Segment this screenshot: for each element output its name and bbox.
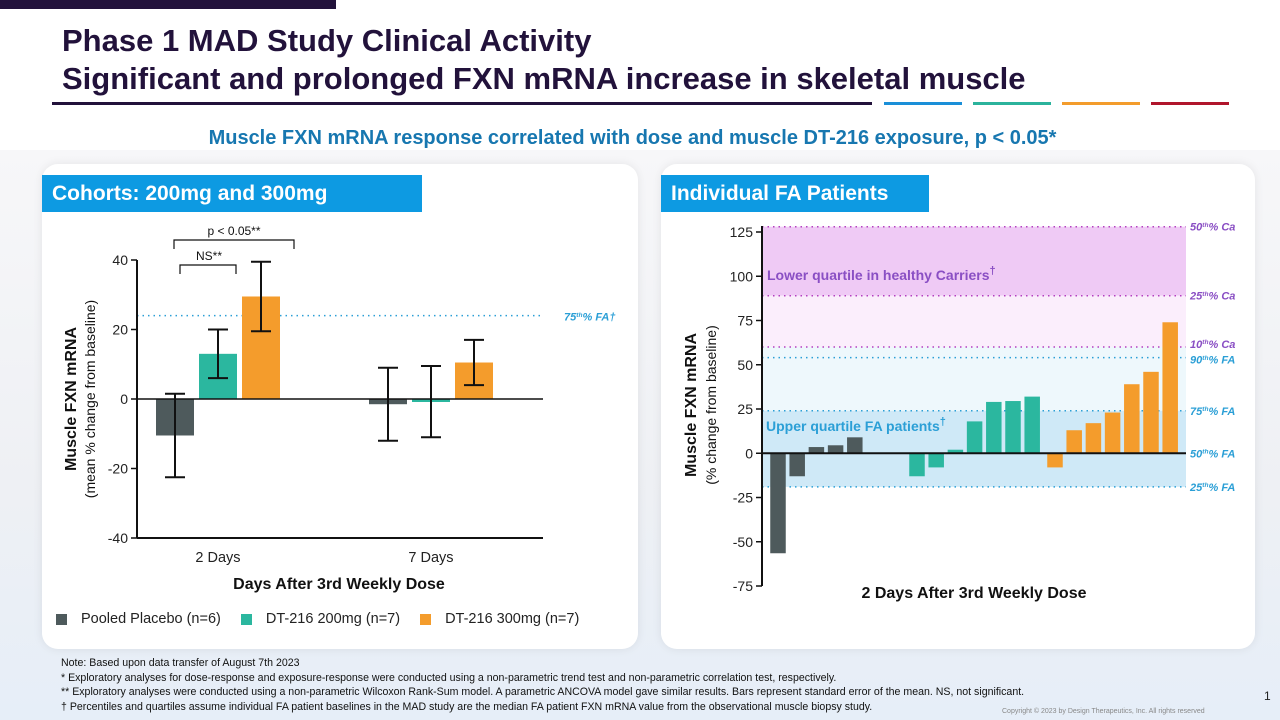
title-rule-red <box>1151 102 1229 105</box>
title-line-2: Significant and prolonged FXN mRNA incre… <box>62 61 1026 96</box>
panel-title-cohorts: Cohorts: 200mg and 300mg <box>42 175 422 212</box>
panel-cohorts: Cohorts: 200mg and 300mg <box>42 164 638 649</box>
x-category-label: 2 Days <box>195 550 240 566</box>
patient-bar-0-2 <box>808 447 825 454</box>
patient-bar-0-3 <box>827 445 844 454</box>
patient-bar-0-0 <box>770 453 786 554</box>
legend-item-placebo: Pooled Placebo (n=6) <box>56 611 221 627</box>
patient-bar-1-6 <box>1024 396 1040 454</box>
slide-subtitle: Muscle FXN mRNA response correlated with… <box>208 127 1057 149</box>
reference-label: 10th% Ca <box>1190 339 1235 351</box>
band-label-carriers: Lower quartile in healthy Carriers† <box>767 265 996 283</box>
chart-legend: Pooled Placebo (n=6) DT-216 200mg (n=7) … <box>56 611 599 627</box>
title-rule-dark <box>52 102 872 105</box>
title-line-1: Phase 1 MAD Study Clinical Activity <box>62 23 592 58</box>
y-tick-label: 50 <box>737 357 753 373</box>
legend-label-placebo: Pooled Placebo (n=6) <box>81 611 221 627</box>
legend-label-200mg: DT-216 200mg (n=7) <box>265 611 401 627</box>
significance-bracket-ns <box>179 264 237 274</box>
patient-bar-1-2 <box>947 449 964 454</box>
patient-bar-1-1 <box>928 453 944 468</box>
title-rule-orange <box>1062 102 1140 105</box>
y-tick-label: 25 <box>737 401 753 417</box>
footnote-double-star: ** Exploratory analyses were conducted u… <box>61 686 1025 698</box>
significance-label-p: p < 0.05** <box>207 224 260 238</box>
legend-swatch-300mg <box>420 613 432 625</box>
y-tick-label: -25 <box>733 490 753 506</box>
patient-bar-0-4 <box>847 437 863 454</box>
y-tick-label: 20 <box>112 322 128 338</box>
legend-swatch-placebo <box>56 613 67 625</box>
patient-bar-2-0 <box>1047 453 1063 468</box>
y-tick-label: 100 <box>730 268 754 284</box>
patient-bar-1-5 <box>1005 401 1021 454</box>
patient-bar-0-1 <box>789 453 805 477</box>
legend-swatch-200mg <box>240 613 252 625</box>
panel-title-individual: Individual FA Patients <box>661 175 929 212</box>
title-rule-blue <box>884 102 962 105</box>
y-axis-subtitle: (% change from baseline) <box>703 325 719 485</box>
y-tick-label: 40 <box>112 252 128 268</box>
footnote-star: * Exploratory analyses for dose-response… <box>61 671 837 684</box>
significance-label-ns: NS** <box>196 249 222 263</box>
y-tick-label: -40 <box>108 530 128 546</box>
x-category-label: 7 Days <box>408 550 453 566</box>
y-axis-title: Muscle FXN mRNA <box>63 327 80 471</box>
patient-bar-2-6 <box>1162 322 1178 454</box>
slide-title: Phase 1 MAD Study Clinical Activity Sign… <box>62 22 1026 98</box>
band-carrier-lower-quartile <box>762 226 1186 296</box>
band-fa-75-90 <box>762 347 1186 411</box>
footnote-date: Note: Based upon data transfer of August… <box>61 657 300 669</box>
reference-label-75th-fa: 75th% FA† <box>564 312 616 324</box>
footnotes: Note: Based upon data transfer of August… <box>61 656 1024 714</box>
patient-bar-1-0 <box>909 453 925 477</box>
patient-bar-2-2 <box>1085 423 1102 454</box>
title-rule-teal <box>973 102 1051 105</box>
y-tick-label: 0 <box>120 391 128 407</box>
y-axis-title: Muscle FXN mRNA <box>683 333 700 477</box>
y-tick-label: 0 <box>745 445 753 461</box>
significance-bracket-p <box>173 239 295 249</box>
reference-label: 90th% FA <box>1190 355 1235 367</box>
reference-label: 50th% Ca <box>1190 222 1235 234</box>
patient-bar-2-3 <box>1104 412 1121 454</box>
legend-label-300mg: DT-216 300mg (n=7) <box>445 611 580 627</box>
patient-bar-2-4 <box>1124 384 1140 454</box>
reference-label: 25th% Ca <box>1189 291 1235 303</box>
reference-label: 25th% FA <box>1189 482 1235 494</box>
legend-item-200mg: DT-216 200mg (n=7) <box>240 611 401 627</box>
patient-bar-2-5 <box>1143 371 1159 454</box>
page-number: 1 <box>1264 689 1271 703</box>
patient-bar-1-3 <box>966 421 983 454</box>
patient-bar-2-1 <box>1066 430 1082 454</box>
patient-bar-1-4 <box>986 401 1002 454</box>
y-tick-label: -75 <box>733 578 753 594</box>
band-label-fa-patients: Upper quartile FA patients† <box>766 416 946 434</box>
x-axis-title: Days After 3rd Weekly Dose <box>233 576 445 593</box>
y-tick-label: 75 <box>737 313 753 329</box>
y-tick-label: -50 <box>733 534 753 550</box>
y-tick-label: -20 <box>108 461 128 477</box>
legend-item-300mg: DT-216 300mg (n=7) <box>420 611 579 627</box>
top-accent-bar <box>0 0 336 9</box>
y-axis-subtitle: (mean % change from baseline) <box>82 300 98 498</box>
x-axis-title: 2 Days After 3rd Weekly Dose <box>862 585 1087 602</box>
y-tick-label: 125 <box>730 224 754 240</box>
copyright: Copyright © 2023 by Design Therapeutics,… <box>1002 708 1205 715</box>
footnote-dagger: † Percentiles and quartiles assume indiv… <box>61 700 873 713</box>
reference-label: 50th% FA <box>1190 448 1235 460</box>
band-carrier-10-25 <box>762 295 1186 348</box>
reference-label: 75th% FA <box>1190 406 1235 418</box>
